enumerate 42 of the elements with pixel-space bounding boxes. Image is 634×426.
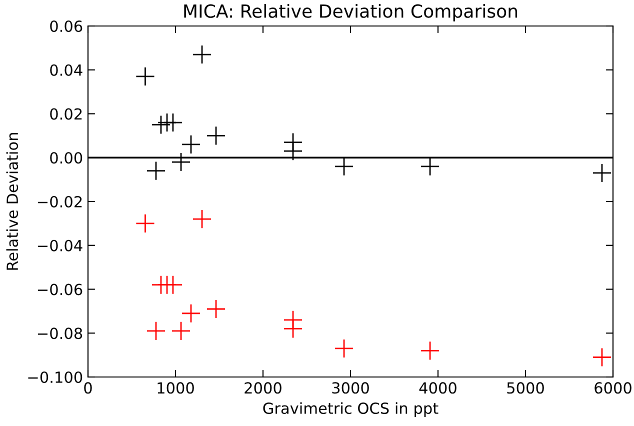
chart-title: MICA: Relative Deviation Comparison [184,4,518,22]
point [592,348,612,367]
x-axis-title: Gravimetric OCS in ppt [263,402,438,417]
point [136,214,155,234]
point [206,126,226,146]
y-tick-label: −0.100 [28,371,82,384]
x-tick-label: 2000 [244,382,282,394]
point [171,152,191,172]
point [181,134,201,154]
x-tick-label: 1000 [158,382,194,394]
x-tick-label: 4000 [419,382,456,394]
x-tick-label: 5000 [507,382,544,394]
y-axis-title: Relative Deviation [6,133,18,270]
point [163,112,183,132]
point [420,156,440,176]
point [151,114,171,134]
point [192,209,212,229]
x-tick-label: 0 [84,382,92,394]
point [163,275,183,295]
y-tick-label: −0.04 [38,240,82,252]
point [136,66,155,86]
x-tick-label: 6000 [594,382,632,394]
point [181,304,201,324]
y-tick-label: 0.00 [50,152,82,164]
y-tick-label: 0.04 [50,64,82,76]
point [171,321,191,341]
point [146,321,166,341]
point [146,161,166,181]
y-tick-label: −0.02 [38,196,82,208]
point [334,156,354,176]
point [206,299,226,319]
point [334,338,354,358]
y-tick-label: −0.08 [38,328,82,340]
y-tick-label: 0.02 [50,108,82,120]
y-tick-label: 0.06 [50,20,82,32]
y-tick-label: −0.06 [38,284,82,296]
point [283,319,303,338]
point [283,141,303,161]
point [192,44,212,64]
point [420,340,440,360]
point [592,163,612,183]
x-tick-label: 3000 [332,382,369,394]
